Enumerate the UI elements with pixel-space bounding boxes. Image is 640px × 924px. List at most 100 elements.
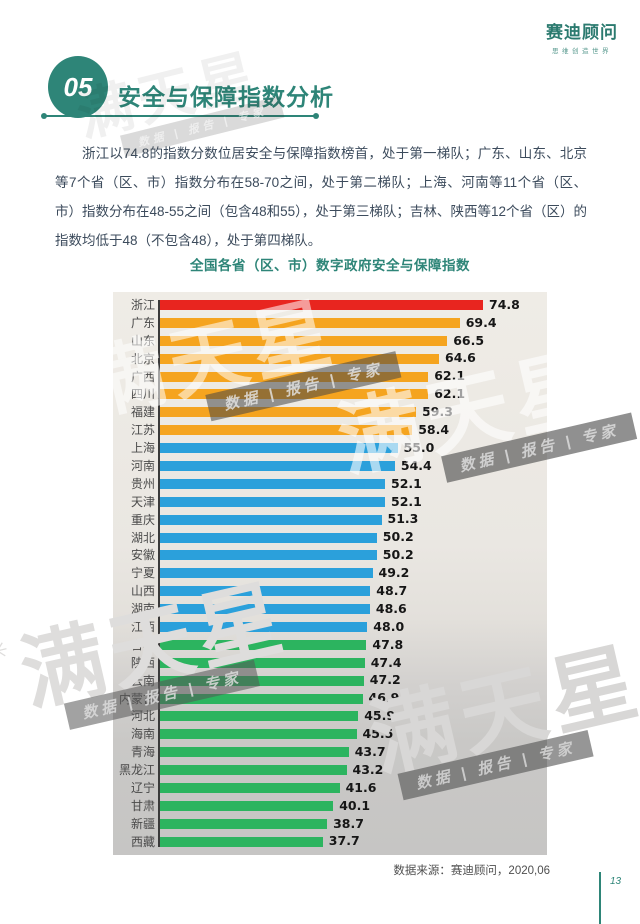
- bar-value-label: 41.6: [345, 779, 377, 795]
- bar-row: 山西 48.7: [113, 584, 541, 598]
- bar-category-label: 北京: [130, 351, 155, 366]
- bar-track: 69.4: [160, 314, 541, 330]
- bar: [160, 407, 417, 418]
- section-title: 安全与保障指数分析: [118, 84, 334, 110]
- page-number: 13: [610, 876, 622, 887]
- bar-row: 西藏 37.7: [113, 835, 541, 848]
- bar-track: 47.8: [160, 638, 541, 652]
- bar-track: 40.1: [160, 799, 541, 813]
- bar: [160, 639, 367, 650]
- bar-track: 50.2: [160, 549, 541, 562]
- bar-track: 45.5: [160, 728, 541, 741]
- bar: [160, 783, 340, 794]
- company-logo-title: 赛迪顾问: [546, 23, 618, 42]
- bar: [160, 514, 382, 525]
- section-header: 05 安全与保障指数分析: [48, 56, 334, 118]
- bar-row: 湖北 50.2: [113, 529, 541, 545]
- bar: [160, 711, 359, 722]
- bar-category-label: 陕西: [130, 655, 155, 670]
- bar-row: 云南 47.2: [113, 672, 541, 688]
- bar-track: 62.1: [160, 370, 541, 383]
- bar-category-label: 云南: [130, 673, 155, 688]
- bar-category-label: 重庆: [130, 512, 155, 527]
- bar-row: 湖南 48.6: [113, 602, 541, 616]
- bar-value-label: 47.4: [370, 654, 402, 670]
- bar-track: 46.9: [160, 692, 541, 705]
- bar: [160, 550, 377, 561]
- bar: [160, 300, 483, 310]
- bar: [160, 461, 395, 472]
- bar-category-label: 甘肃: [130, 798, 155, 813]
- bar-value-label: 69.4: [465, 314, 497, 330]
- bar-row: 河南 54.4: [113, 457, 541, 474]
- bar: [160, 496, 385, 507]
- divider-dot-left: [41, 113, 47, 119]
- bar-value-label: 43.7: [354, 744, 386, 760]
- bar-category-label: 浙江: [130, 298, 155, 312]
- bar: [160, 568, 373, 579]
- bar-value-label: 46.9: [368, 690, 400, 706]
- bar-category-label: 宁夏: [130, 566, 155, 581]
- bar-value-label: 47.2: [369, 672, 401, 688]
- bar-value-label: 59.3: [422, 404, 453, 420]
- bar-category-label: 河北: [130, 709, 155, 724]
- bar: [160, 622, 368, 633]
- bar: [160, 818, 328, 829]
- bar-row: 陕西 47.4: [113, 654, 541, 670]
- bar-value-label: 74.8: [489, 296, 520, 312]
- bar-category-label: 上海: [130, 441, 155, 456]
- bar-value-label: 50.2: [382, 547, 414, 563]
- bar-row: 新疆 38.7: [113, 817, 541, 830]
- bar-value-label: 52.1: [391, 493, 422, 509]
- y-axis-line: [158, 300, 160, 847]
- chart-title: 全国各省（区、市）数字政府安全与保障指数: [190, 258, 470, 273]
- bar-track: 54.4: [160, 457, 541, 473]
- bar-row: 黑龙江 43.2: [113, 761, 541, 778]
- company-logo-slogan: 思维创造世界: [552, 48, 612, 55]
- bar-value-label: 64.6: [445, 350, 476, 366]
- data-source: 数据来源：赛迪顾问，2020,06: [393, 865, 550, 877]
- bar-category-label: 福建: [130, 405, 155, 420]
- bar-value-label: 62.1: [434, 386, 466, 402]
- bar-category-label: 山东: [130, 333, 155, 348]
- bar-value-label: 37.7: [328, 833, 360, 849]
- bar-category-label: 黑龙江: [118, 763, 155, 778]
- bar-track: 37.7: [160, 835, 541, 848]
- bar-row: 山东 66.5: [113, 333, 541, 348]
- section-number-badge: 05: [48, 56, 108, 118]
- bar-track: 43.2: [160, 761, 541, 777]
- bar-track: 41.6: [160, 779, 541, 795]
- bar-row: 广东 69.4: [113, 314, 541, 330]
- bar-value-label: 45.9: [364, 708, 396, 724]
- bar-row: 四川 62.1: [113, 386, 541, 402]
- bar-track: 48.6: [160, 602, 541, 616]
- bar-category-label: 广西: [130, 369, 155, 384]
- bar-track: 45.9: [160, 710, 541, 723]
- bar-category-label: 河南: [130, 459, 155, 474]
- bar-track: 48.7: [160, 584, 541, 598]
- bar: [160, 425, 413, 436]
- bar-category-label: 湖北: [130, 530, 155, 545]
- bar-value-label: 50.2: [382, 529, 414, 545]
- section-number: 05: [63, 71, 93, 102]
- bar-value-label: 49.2: [378, 565, 410, 581]
- bar: [160, 675, 364, 686]
- bar-category-label: 天津: [130, 494, 155, 509]
- bar-track: 43.7: [160, 746, 541, 759]
- bar-rows: 浙江 74.8 广东 69.4 山东 66.5 北京 64.6 广西 62.1 四川 62.1 福建 59…: [113, 296, 541, 848]
- bar-row: 辽宁 41.6: [113, 779, 541, 795]
- bar-row: 浙江 74.8: [113, 296, 541, 312]
- bar-row: 江西 48.0: [113, 620, 541, 634]
- bar-row: 海南 45.5: [113, 728, 541, 741]
- bar-value-label: 58.4: [418, 421, 450, 437]
- bar-value-label: 54.4: [400, 457, 432, 473]
- bar-track: 52.1: [160, 493, 541, 509]
- bar: [160, 604, 370, 615]
- bar: [160, 532, 377, 543]
- bar-value-label: 55.0: [403, 439, 435, 455]
- bar-value-label: 43.2: [352, 761, 384, 777]
- bar-value-label: 51.3: [387, 511, 419, 527]
- bar-track: 48.0: [160, 620, 541, 634]
- bar-row: 北京 64.6: [113, 350, 541, 366]
- bar-chart: 浙江 74.8 广东 69.4 山东 66.5 北京 64.6 广西 62.1 四川 62.1 福建 59…: [113, 292, 547, 855]
